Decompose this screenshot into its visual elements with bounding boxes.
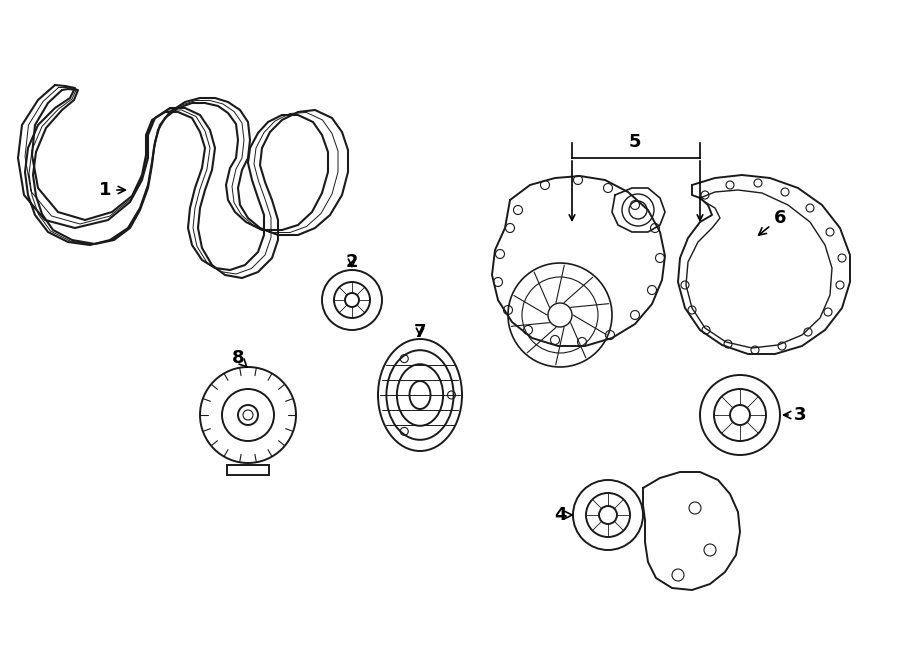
Text: 7: 7 <box>414 323 427 341</box>
Text: 4: 4 <box>554 506 572 524</box>
Text: 6: 6 <box>759 209 787 235</box>
Text: 5: 5 <box>629 133 641 151</box>
Text: 1: 1 <box>99 181 125 199</box>
Text: 3: 3 <box>784 406 806 424</box>
Text: 2: 2 <box>346 253 358 271</box>
Text: 8: 8 <box>231 349 248 368</box>
Bar <box>227 465 269 475</box>
